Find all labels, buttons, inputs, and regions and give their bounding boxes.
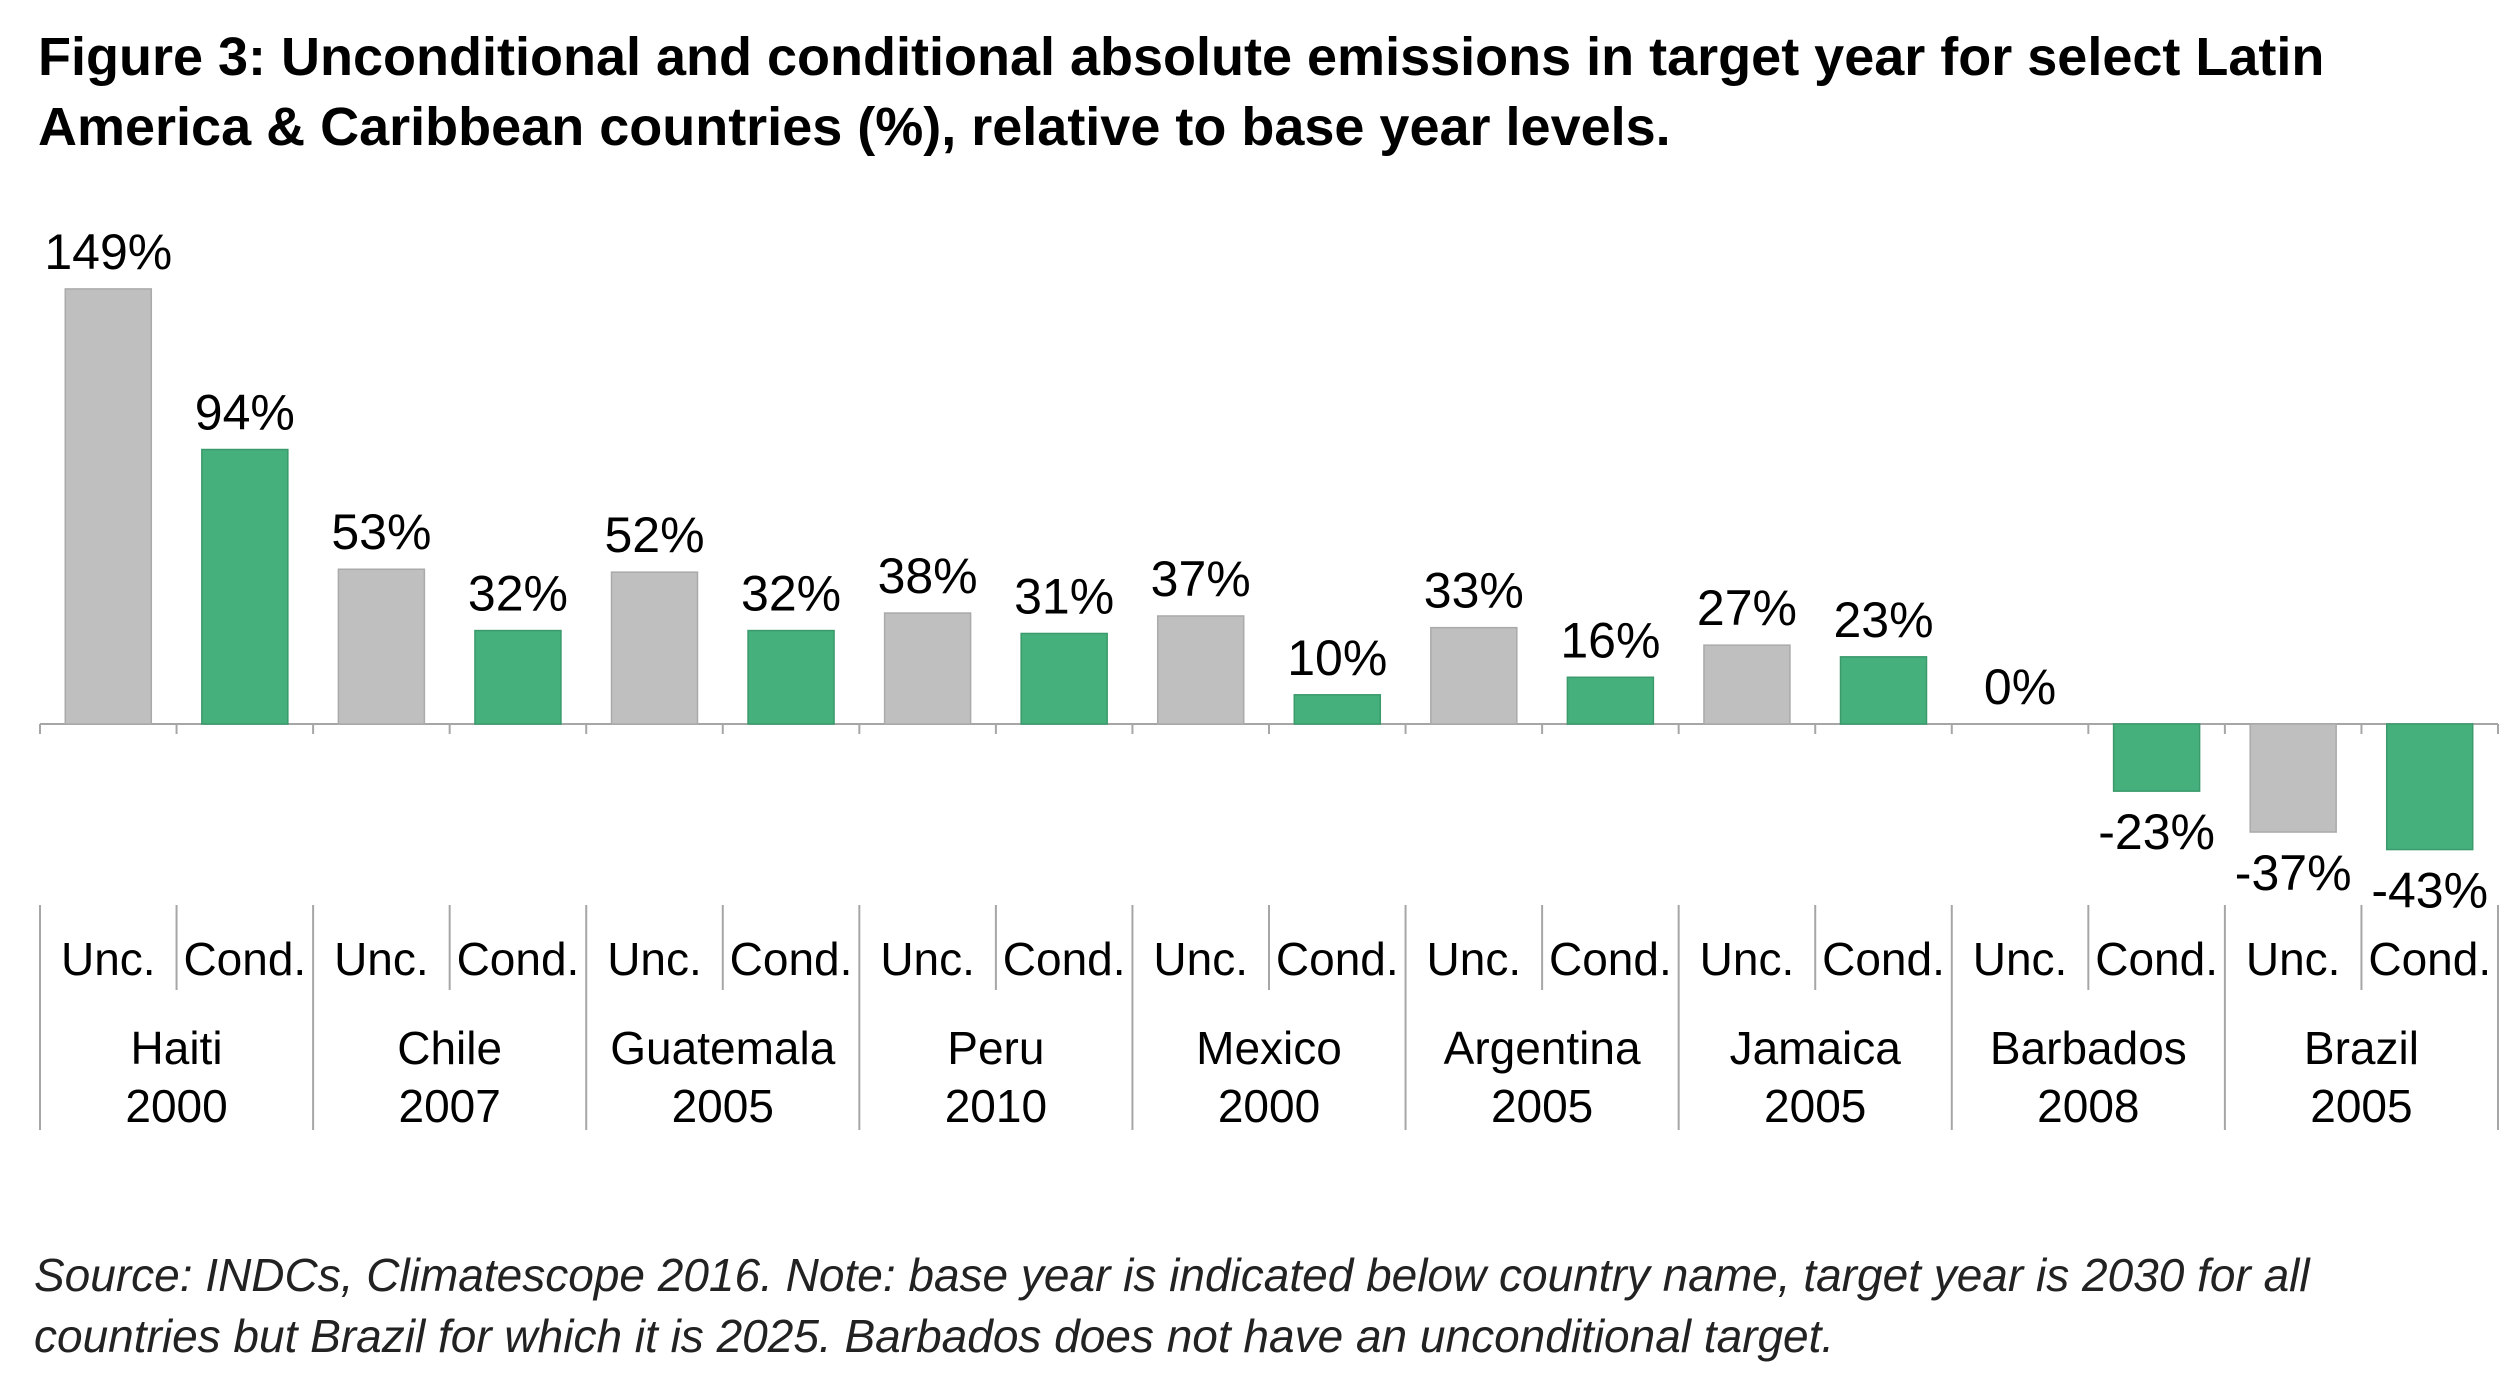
series-tick-label: Cond. (1276, 933, 1399, 985)
value-label: 94% (195, 385, 295, 441)
base-year-label: 2005 (1491, 1080, 1593, 1132)
source-note: Source: INDCs, Climatescope 2016. Note: … (34, 1249, 2310, 1362)
value-label: 32% (468, 566, 568, 622)
country-label: Peru (947, 1022, 1044, 1074)
series-tick-label: Cond. (1822, 933, 1945, 985)
series-tick-label: Unc. (1427, 933, 1522, 985)
bar-brazil-unc (2249, 723, 2337, 833)
value-label: 10% (1287, 630, 1387, 686)
series-tick-label: Unc. (1700, 933, 1795, 985)
value-label: 23% (1833, 592, 1933, 648)
value-label: 16% (1560, 612, 1660, 668)
country-label: Brazil (2304, 1022, 2419, 1074)
series-tick-label: Unc. (334, 933, 429, 985)
bar-brazil-cond (2385, 723, 2474, 851)
bar-peru-unc (883, 612, 972, 725)
bar-haiti-cond (201, 448, 289, 725)
base-year-label: 2010 (945, 1080, 1047, 1132)
value-label: 31% (1014, 568, 1114, 624)
data-labels: 149% 94% 53% 32% 52% 32% 38% 31% 37% 10% 33% 16% 27%… (44, 224, 2488, 919)
value-label: 32% (741, 566, 841, 622)
country-label: Barbados (1990, 1022, 2187, 1074)
series-tick-label: Cond. (183, 933, 306, 985)
base-year-label: 2005 (2310, 1080, 2412, 1132)
category-labels: Unc. Cond. Haiti 2000 Unc. Cond. Chile 2007 Unc.… (61, 933, 2491, 1132)
series-tick-label: Cond. (2095, 933, 2218, 985)
value-label: 27% (1697, 580, 1797, 636)
series-tick-label: Unc. (61, 933, 156, 985)
bar-jamaica-unc (1703, 644, 1791, 725)
series-tick-label: Unc. (1973, 933, 2068, 985)
series-tick-label: Cond. (1003, 933, 1126, 985)
bar-guatemala-cond (747, 629, 835, 725)
base-year-label: 2000 (125, 1080, 227, 1132)
series-tick-label: Unc. (2246, 933, 2341, 985)
bar-chile-cond (474, 629, 562, 725)
country-label: Chile (397, 1022, 502, 1074)
value-label: -37% (2235, 845, 2352, 901)
bar-argentina-cond (1566, 676, 1655, 725)
country-label: Haiti (131, 1022, 223, 1074)
bar-mexico-cond (1293, 694, 1382, 725)
value-label: -23% (2098, 804, 2215, 860)
value-label: 33% (1424, 563, 1524, 619)
series-tick-label: Cond. (457, 933, 580, 985)
series-tick-label: Unc. (880, 933, 975, 985)
country-label: Jamaica (1730, 1022, 1902, 1074)
base-year-label: 2005 (1764, 1080, 1866, 1132)
bar-mexico-unc (1156, 615, 1245, 725)
series-tick-label: Cond. (1549, 933, 1672, 985)
value-label: 52% (604, 507, 704, 563)
bar-chile-unc (337, 568, 426, 725)
value-label: 149% (44, 224, 172, 280)
series-tick-label: Cond. (730, 933, 853, 985)
base-year-label: 2007 (398, 1080, 500, 1132)
bar-peru-cond (1020, 632, 1108, 725)
country-label: Mexico (1196, 1022, 1342, 1074)
series-tick-label: Cond. (2368, 933, 2491, 985)
bar-barbados-cond (2112, 723, 2201, 792)
value-label: 37% (1151, 551, 1251, 607)
bar-argentina-unc (1430, 626, 1518, 725)
bar-haiti-unc (64, 288, 153, 725)
value-label: 38% (878, 548, 978, 604)
value-label: -43% (2371, 863, 2488, 919)
base-year-label: 2005 (672, 1080, 774, 1132)
chart-axes (39, 723, 2499, 1130)
bar-jamaica-cond (1839, 656, 1928, 725)
chart-bars (64, 288, 2474, 851)
chart-title: Figure 3: Unconditional and conditional … (38, 27, 2325, 157)
value-label: 0% (1984, 659, 2056, 715)
base-year-label: 2000 (1218, 1080, 1320, 1132)
country-label: Guatemala (610, 1022, 835, 1074)
series-tick-label: Unc. (1153, 933, 1248, 985)
bar-guatemala-unc (610, 571, 699, 725)
base-year-label: 2008 (2037, 1080, 2139, 1132)
series-tick-label: Unc. (607, 933, 702, 985)
value-label: 53% (331, 504, 431, 560)
country-label: Argentina (1444, 1022, 1641, 1074)
